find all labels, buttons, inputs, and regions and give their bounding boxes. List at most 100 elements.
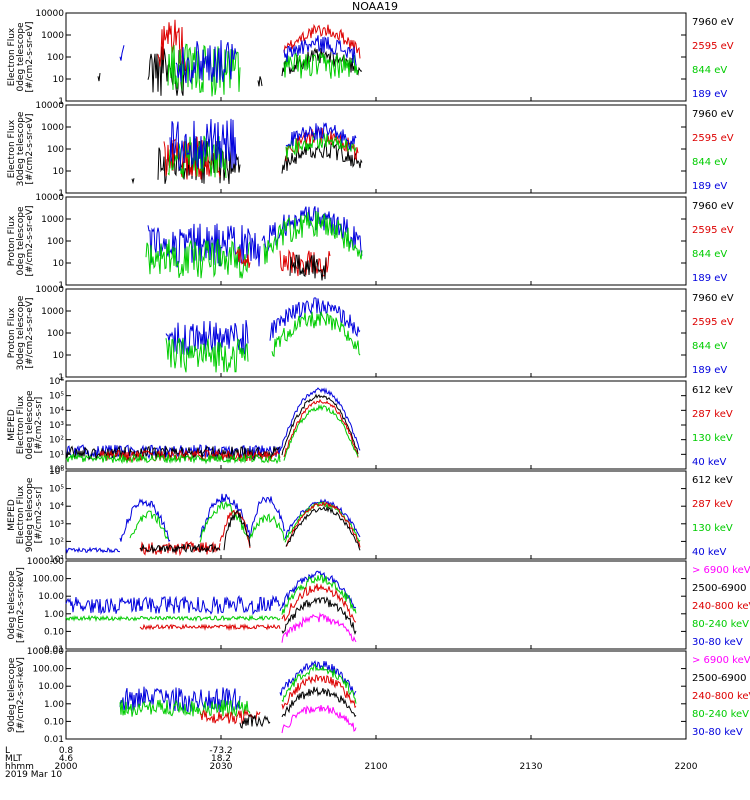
p1-blue-seg-0 [169,118,237,171]
p4-red-seg-1 [283,398,359,458]
p5-blue-seg-2 [199,493,251,539]
p5-red-seg-2 [285,501,361,548]
p5-green-seg-1 [199,501,249,543]
p0-red-seg-1 [283,23,361,59]
panel-7-ytick-label-2: 1.00 [44,700,64,710]
panel-0-ytick-label-2: 100 [47,53,64,63]
panel-6-ylabel-1: [#/cm2-s-sr-keV] [16,567,26,643]
panel-2-ytick-label-0: 1 [58,281,64,291]
p0-blue-seg-2 [283,35,357,66]
panel-7-ytick-label-1: 0.10 [44,717,64,727]
xtick-label-4: 2200 [675,762,698,772]
panel-3-legend-3: 189 eV [692,365,727,376]
p0-green-seg-1 [283,52,359,79]
p7-blue-seg-1 [279,660,357,697]
p2-black-seg-0 [289,254,327,281]
panel-7-legend-4: 30-80 keV [692,727,743,738]
panel-3-legend-2: 844 eV [692,341,727,352]
panel-4-legend-2: 130 keV [692,433,733,444]
footer-row-label-1: MLT [5,754,23,764]
panel-3-ytick-label-1: 10 [53,351,65,361]
p1-green-seg-1 [285,130,357,160]
p1-black-seg-0 [131,178,135,185]
panel-6-ytick-label-2: 1.00 [44,610,64,620]
p7-red-seg-1 [281,674,357,710]
panel-2-ylabel-1: 0deg telescope [16,206,26,276]
p5-black-seg-1 [223,510,251,551]
panel-6-legend-2: 240-800 keV [692,601,750,612]
panel-1-legend-2: 844 eV [692,157,727,168]
panel-4-ylabel-3: [#/cm2-s-sr] [34,397,44,454]
panel-3-legend-0: 7960 eV [692,293,734,304]
panel-4-ylabel-1: Electron Flux [16,395,26,454]
panel-0-ylabel-2: [#/cm2-s-sr-eV] [25,22,35,93]
p7-blue-seg-0 [119,686,241,713]
p3-green-seg-0 [165,337,249,373]
panel-4-ytick-label-2: 10² [49,436,64,446]
panel-0-ylabel-1: 0deg telescope [16,22,26,92]
panel-2-legend-3: 189 eV [692,273,727,284]
panel-6-ytick-label-0: 0.01 [44,645,64,655]
footer-col0-1: 4.6 [59,754,74,764]
p4-black-seg-0 [65,445,280,462]
p3-blue-seg-1 [269,297,361,341]
p4-black-seg-1 [281,393,359,456]
p5-blue-seg-4 [284,498,361,539]
panel-0-legend-2: 844 eV [692,65,727,76]
panel-4-ytick-label-3: 10³ [49,421,64,431]
panel-7-legend-2: 240-800 keV [692,691,750,702]
p6-magenta-seg-0 [281,612,357,643]
p0-black-seg-2 [257,76,263,87]
panel-3-legend-1: 2595 eV [692,317,734,328]
panel-1-ytick-label-1: 10 [53,167,65,177]
panel-5-ylabel-2: 90deg telescope [25,477,35,552]
panel-5-ytick-label-0: 10¹ [49,555,64,565]
panel-0-ylabel-0: Electron Flux [7,27,17,86]
panel-6-legend-0: > 6900 keV [692,565,750,576]
panel-2-ylabel-2: [#/cm2-s-sr-eV] [25,206,35,277]
panel-4-ylabel-0: MEPED [7,409,17,441]
p0-black-seg-0 [97,73,101,82]
panel-7-ylabel-1: [#/cm2-s-sr-keV] [16,657,26,733]
panel-0-ytick-label-0: 1 [58,97,64,107]
panel-7-legend-1: 2500-6900 [692,673,747,684]
panel-3-ytick-label-3: 1000 [41,307,64,317]
p7-black-seg-1 [281,686,357,718]
panel-2-legend-1: 2595 eV [692,225,734,236]
panel-1-ytick-label-2: 100 [47,145,64,155]
p6-black-seg-0 [281,596,357,636]
p2-blue-seg-1 [261,206,363,256]
panel-6-ytick-label-3: 10.00 [38,592,64,602]
p6-blue-seg-1 [279,570,357,611]
panel-5-ytick-label-1: 10² [49,537,64,547]
panel-5-ytick-label-4: 10⁵ [49,485,64,495]
p3-green-seg-1 [271,311,361,357]
panel-6-ytick-label-5: 1000.00 [27,557,64,567]
panel-0-ytick-label-1: 10 [53,75,65,85]
p5-blue-seg-0 [65,546,120,554]
panel-2-ytick-label-2: 100 [47,237,64,247]
panel-6-ytick-label-4: 100.00 [33,575,65,585]
panel-4-ylabel-2: 0deg telescope [25,390,35,460]
panel-1-legend-3: 189 eV [692,181,727,192]
panel-3-ytick-label-2: 100 [47,329,64,339]
chart-title: NOAA19 [351,0,399,13]
panel-3-ytick-label-4: 10000 [35,285,64,295]
panel-7-frame [65,650,687,740]
p2-green-seg-0 [145,238,251,279]
footer-col1-1: 18.2 [211,754,231,764]
p2-red-seg-0 [235,248,251,268]
p5-green-seg-2 [249,513,286,541]
panel-4-ytick-label-0: 10⁰ [49,465,64,475]
panel-3-ylabel-0: Proton Flux [7,307,17,358]
panel-3-frame [65,288,687,378]
panel-2-legend-0: 7960 eV [692,201,734,212]
panel-7-legend-0: > 6900 keV [692,655,750,666]
panel-1-ytick-label-4: 10000 [35,101,64,111]
p5-green-seg-0 [129,510,169,540]
panel-4-legend-1: 287 keV [692,409,733,420]
p6-red-seg-1 [281,583,357,623]
panel-7-ytick-label-0: 0.01 [44,735,64,745]
footer-row-label-3: 2019 Mar 10 [5,770,62,780]
